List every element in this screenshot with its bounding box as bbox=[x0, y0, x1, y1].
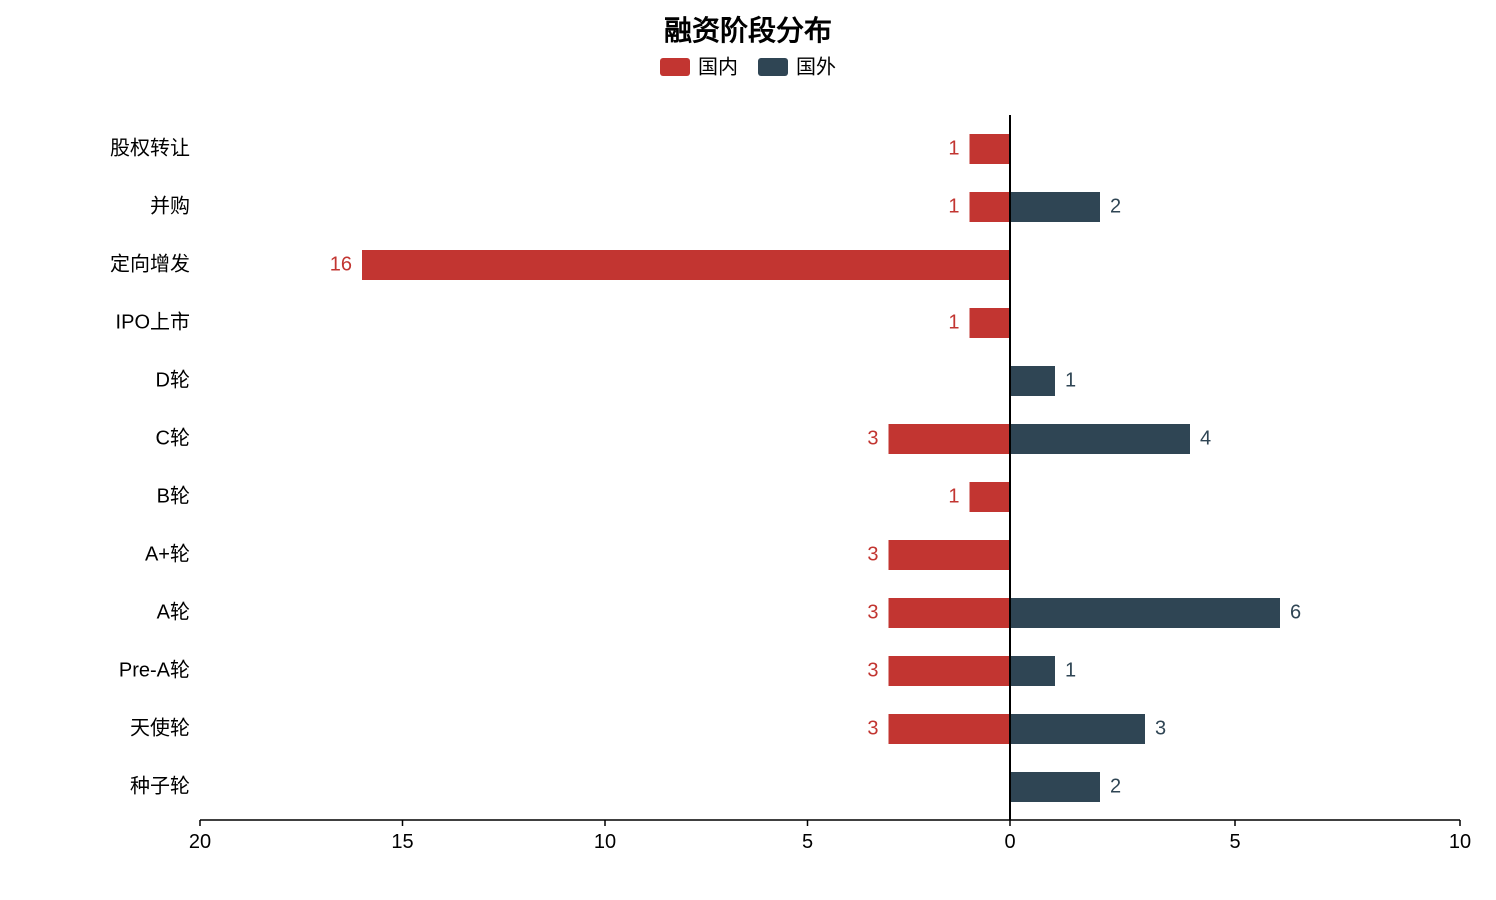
x-tick-label: 20 bbox=[189, 831, 211, 853]
bar-domestic bbox=[970, 134, 1011, 164]
x-ticks: 20 15 10 5 0 5 10 bbox=[189, 820, 1471, 853]
category-label: C轮 bbox=[156, 426, 190, 449]
bar-foreign bbox=[1010, 714, 1145, 744]
x-tick-label: 10 bbox=[594, 831, 616, 853]
value-label-domestic: 16 bbox=[330, 253, 352, 275]
value-label-foreign: 6 bbox=[1290, 601, 1301, 623]
value-label-foreign: 4 bbox=[1200, 427, 1211, 449]
value-label-domestic: 1 bbox=[948, 195, 959, 217]
value-label-domestic: 3 bbox=[867, 659, 878, 681]
rows: 股权转让 1 并购 1 2 定向增发 16 IPO上市 1 D轮 1 C轮 3 4 B轮 1 A+轮 3 A轮 3 6 P… bbox=[110, 134, 1301, 802]
legend-label-1: 国外 bbox=[796, 55, 836, 78]
bar-domestic bbox=[970, 482, 1011, 512]
chart-container: 融资阶段分布国内国外股权转让1并购12定向增发16IPO上市1D轮1C轮34B轮… bbox=[0, 0, 1496, 900]
value-label-foreign: 1 bbox=[1065, 369, 1076, 391]
x-tick-label: 15 bbox=[391, 831, 413, 853]
value-label-foreign: 3 bbox=[1155, 717, 1166, 739]
category-label: 定向增发 bbox=[110, 252, 190, 275]
value-label-domestic: 3 bbox=[867, 543, 878, 565]
bar-foreign bbox=[1010, 772, 1100, 802]
category-label: A轮 bbox=[157, 600, 190, 623]
bar-domestic bbox=[889, 656, 1011, 686]
value-label-domestic: 1 bbox=[948, 137, 959, 159]
legend: 国内 国外 bbox=[660, 55, 836, 78]
category-label: B轮 bbox=[157, 484, 190, 507]
legend-label-0: 国内 bbox=[698, 55, 738, 78]
bar-domestic bbox=[889, 424, 1011, 454]
value-label-domestic: 3 bbox=[867, 427, 878, 449]
bar-foreign bbox=[1010, 598, 1280, 628]
diverging-bar-chart: 融资阶段分布国内国外股权转让1并购12定向增发16IPO上市1D轮1C轮34B轮… bbox=[0, 0, 1496, 900]
category-label: D轮 bbox=[156, 368, 190, 391]
x-tick-label: 5 bbox=[1229, 831, 1240, 853]
category-label: IPO上市 bbox=[116, 310, 190, 333]
bar-foreign bbox=[1010, 656, 1055, 686]
chart-title: 融资阶段分布 bbox=[664, 14, 832, 46]
category-label: 股权转让 bbox=[110, 136, 190, 159]
bar-domestic bbox=[889, 714, 1011, 744]
category-label: 并购 bbox=[150, 194, 190, 217]
x-tick-label: 10 bbox=[1449, 831, 1471, 853]
bar-domestic bbox=[362, 250, 1010, 280]
category-label: Pre-A轮 bbox=[119, 658, 190, 681]
value-label-domestic: 1 bbox=[948, 311, 959, 333]
bar-domestic bbox=[970, 308, 1011, 338]
bar-domestic bbox=[970, 192, 1011, 222]
legend-swatch-1 bbox=[758, 58, 788, 76]
bar-foreign bbox=[1010, 424, 1190, 454]
category-label: 天使轮 bbox=[130, 716, 190, 739]
value-label-domestic: 1 bbox=[948, 485, 959, 507]
bar-domestic bbox=[889, 598, 1011, 628]
value-label-foreign: 1 bbox=[1065, 659, 1076, 681]
value-label-foreign: 2 bbox=[1110, 775, 1121, 797]
category-label: A+轮 bbox=[145, 542, 190, 565]
category-label: 种子轮 bbox=[130, 774, 190, 797]
bar-foreign bbox=[1010, 366, 1055, 396]
value-label-domestic: 3 bbox=[867, 601, 878, 623]
x-tick-label: 5 bbox=[802, 831, 813, 853]
bar-foreign bbox=[1010, 192, 1100, 222]
x-tick-label: 0 bbox=[1004, 831, 1015, 853]
bar-domestic bbox=[889, 540, 1011, 570]
legend-swatch-0 bbox=[660, 58, 690, 76]
value-label-foreign: 2 bbox=[1110, 195, 1121, 217]
value-label-domestic: 3 bbox=[867, 717, 878, 739]
